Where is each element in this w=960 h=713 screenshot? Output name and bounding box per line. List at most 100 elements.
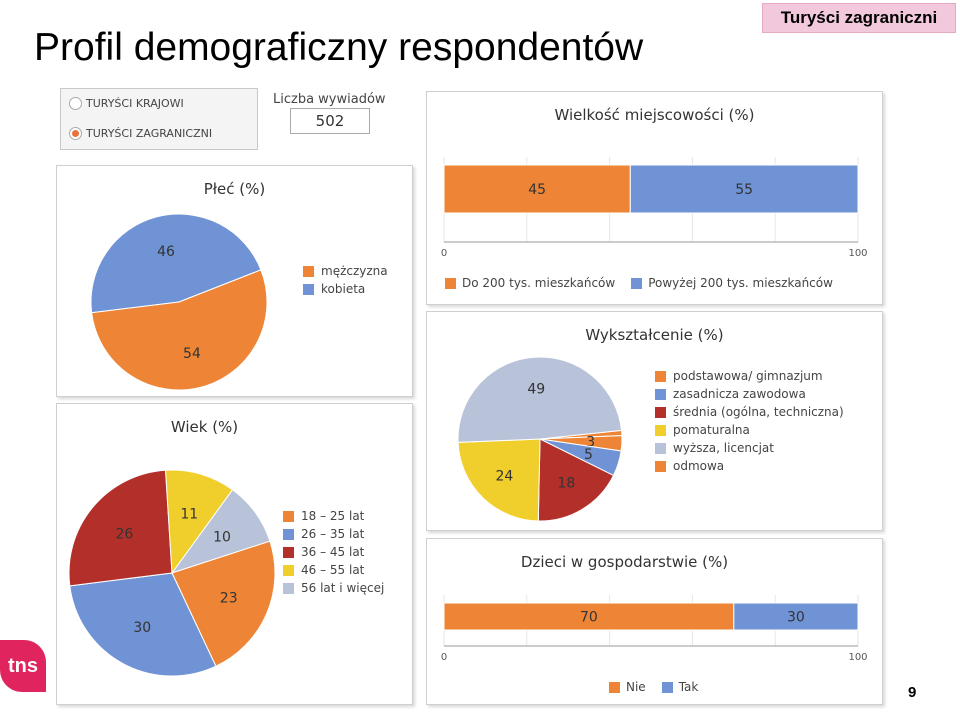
bar-segment: [629, 164, 859, 214]
segment-badge: Turyści zagraniczni: [762, 3, 956, 33]
legend-item: 26 – 35 lat: [283, 525, 384, 543]
bar-chart-miejscowosc: 45 55 0 100: [441, 157, 868, 259]
legend-item: Do 200 tys. mieszkańców: [445, 276, 615, 290]
data-label: 30: [133, 620, 151, 636]
page-title: Profil demograficzny respondentów: [34, 26, 644, 69]
legend-label: zasadnicza zawodowa: [673, 387, 806, 401]
legend-swatch: [655, 388, 666, 400]
chart-panel-wiek: Wiek (%) 10 23 30 26 11 18 – 25 lat 26 – 35 …: [56, 403, 413, 705]
data-label: 54: [183, 346, 201, 362]
radio-icon: [69, 97, 82, 110]
legend-swatch: [655, 370, 666, 382]
pie-slice: [68, 469, 173, 587]
legend-item: zasadnicza zawodowa: [655, 385, 844, 403]
legend-swatch: [283, 564, 294, 576]
legend-label: wyższa, licencjat: [673, 441, 774, 455]
legend-swatch: [283, 510, 294, 522]
legend-label: kobieta: [321, 282, 366, 296]
chart-legend: 18 – 25 lat 26 – 35 lat 36 – 45 lat 46 –…: [283, 507, 384, 597]
pie-slice: [90, 213, 262, 314]
pie-slice: [537, 438, 615, 522]
legend-item: średnia (ogólna, techniczna): [655, 403, 844, 421]
legend-item: 18 – 25 lat: [283, 507, 384, 525]
legend-swatch: [303, 283, 314, 295]
data-label: 30: [787, 610, 805, 626]
legend-item: odmowa: [655, 457, 844, 475]
legend-swatch: [655, 460, 666, 472]
legend-item: wyższa, licencjat: [655, 439, 844, 457]
radio-label: TURYŚCI KRAJOWI: [86, 97, 184, 110]
page-number: 9: [908, 684, 917, 701]
data-label: 55: [735, 182, 753, 198]
chart-title: Wielkość miejscowości (%): [554, 106, 755, 124]
legend-swatch: [283, 546, 294, 558]
legend-item: mężczyzna: [303, 262, 388, 280]
chart-panel-plec: Płeć (%) 46 54 mężczyzna kobieta: [56, 165, 413, 397]
legend-swatch: [655, 406, 666, 418]
pie-slice: [165, 469, 234, 575]
tick-label: 0: [441, 248, 447, 259]
legend-swatch: [661, 681, 673, 693]
chart-title: Płeć (%): [203, 180, 266, 198]
legend-label: pomaturalna: [673, 423, 750, 437]
chart-panel-wyksztalcenie: Wykształcenie (%) 3 5 18 24 49 podstawowa/ g…: [426, 311, 883, 531]
legend-item: kobieta: [303, 280, 388, 298]
data-label: 46: [157, 244, 175, 260]
bar-chart-dzieci: 70 30 0 100: [441, 595, 868, 663]
legend-swatch: [655, 442, 666, 454]
legend-swatch: [445, 277, 456, 289]
legend-label: 46 – 55 lat: [301, 563, 365, 577]
tick-label: 100: [848, 248, 867, 259]
pie-chart-wiek: 10 23 30 26 11: [68, 469, 276, 677]
data-label: 70: [580, 610, 598, 626]
data-label: 5: [584, 447, 593, 463]
pie-slice: [69, 572, 217, 677]
legend-swatch: [655, 424, 666, 436]
chart-legend: podstawowa/ gimnazjum zasadnicza zawodow…: [655, 367, 844, 475]
chart-legend: mężczyzna kobieta: [303, 262, 388, 298]
legend-label: średnia (ogólna, techniczna): [673, 405, 844, 419]
data-label: 11: [180, 507, 198, 523]
tns-logo: tns: [0, 640, 46, 692]
legend-item: Powyżej 200 tys. mieszkańców: [631, 276, 833, 290]
legend-label: Nie: [626, 680, 646, 694]
legend-item: podstawowa/ gimnazjum: [655, 367, 844, 385]
respondent-filter: TURYŚCI KRAJOWI TURYŚCI ZAGRANICZNI: [60, 88, 258, 150]
chart-title: Wiek (%): [170, 418, 239, 436]
radio-label: TURYŚCI ZAGRANICZNI: [86, 127, 213, 140]
pie-chart-plec: 46 54: [90, 213, 268, 391]
radio-turysci-krajowi[interactable]: TURYŚCI KRAJOWI: [69, 97, 184, 110]
chart-panel-miejscowosc: Wielkość miejscowości (%) 45 55 0 100 Do 20…: [426, 91, 883, 305]
legend-label: odmowa: [673, 459, 725, 473]
data-label: 18: [557, 475, 575, 491]
bar-segment: [443, 164, 631, 214]
radio-selected-icon: [69, 127, 82, 140]
legend-swatch: [303, 265, 314, 277]
chart-legend: Nie Tak: [609, 680, 698, 694]
pie-slice: [457, 438, 541, 522]
legend-swatch: [631, 277, 643, 289]
legend-swatch: [609, 681, 620, 693]
legend-label: Tak: [678, 680, 699, 694]
tick-label: 0: [441, 652, 447, 663]
radio-turysci-zagraniczni[interactable]: TURYŚCI ZAGRANICZNI: [69, 127, 212, 140]
chart-title: Wykształcenie (%): [585, 326, 724, 344]
data-label: 3: [586, 435, 595, 451]
legend-item: 56 lat i więcej: [283, 579, 384, 597]
chart-legend: Do 200 tys. mieszkańców Powyżej 200 tys.…: [445, 276, 833, 290]
legend-item: 46 – 55 lat: [283, 561, 384, 579]
legend-label: mężczyzna: [321, 264, 388, 278]
pie-slice: [457, 356, 623, 443]
data-label: 26: [115, 527, 133, 543]
legend-item: Tak: [661, 680, 699, 694]
interview-count-label: Liczba wywiadów: [273, 92, 386, 107]
chart-title: Dzieci w gospodarstwie (%): [520, 553, 729, 571]
legend-item: 36 – 45 lat: [283, 543, 384, 561]
data-label: 24: [496, 468, 514, 484]
tick-label: 100: [848, 652, 867, 663]
legend-label: 26 – 35 lat: [301, 527, 365, 541]
interview-count-value: 502: [290, 108, 370, 134]
legend-label: 18 – 25 lat: [301, 509, 365, 523]
legend-label: Powyżej 200 tys. mieszkańców: [648, 276, 833, 290]
data-label: 49: [527, 381, 545, 397]
